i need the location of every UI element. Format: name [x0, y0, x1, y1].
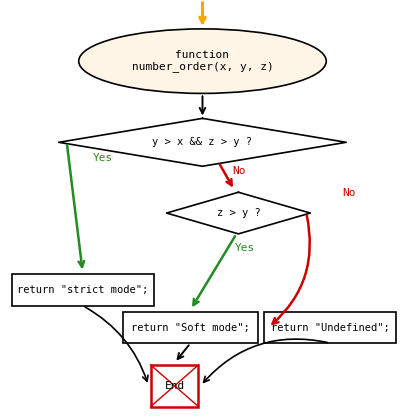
- Bar: [264, 312, 396, 343]
- Ellipse shape: [79, 29, 326, 93]
- Bar: [151, 365, 198, 407]
- Text: No: No: [342, 188, 356, 198]
- Text: return "Undefined";: return "Undefined";: [271, 322, 390, 332]
- Text: Yes: Yes: [93, 153, 113, 163]
- Text: return "strict mode";: return "strict mode";: [17, 285, 148, 295]
- Text: y > x && z > y ?: y > x && z > y ?: [153, 137, 252, 147]
- Text: Yes: Yes: [234, 243, 255, 253]
- Text: End: End: [164, 381, 185, 391]
- Polygon shape: [59, 118, 346, 166]
- Text: No: No: [232, 166, 246, 176]
- Polygon shape: [166, 192, 310, 234]
- Bar: [123, 312, 258, 343]
- Text: z > y ?: z > y ?: [217, 208, 260, 218]
- Text: function
number_order(x, y, z): function number_order(x, y, z): [132, 50, 273, 73]
- Text: return "Soft mode";: return "Soft mode";: [131, 322, 250, 332]
- Bar: [12, 274, 153, 306]
